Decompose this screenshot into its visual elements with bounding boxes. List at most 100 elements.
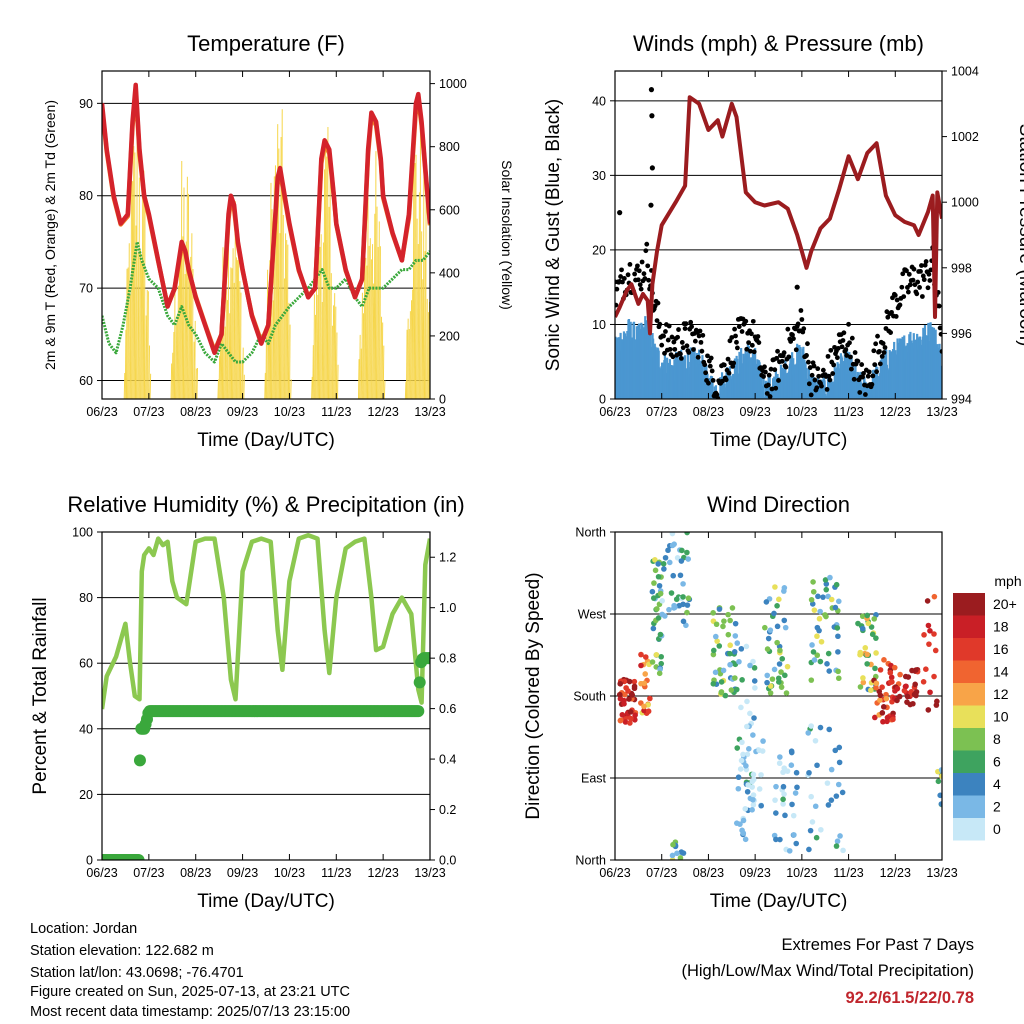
wind-gust-point (859, 362, 865, 367)
wind-direction-point (738, 646, 745, 652)
legend-label: 18 (993, 619, 1009, 635)
rh-chart (97, 531, 435, 861)
temp-y-axis-label: 2m & 9m T (Red, Orange) & 2m Td (Green) (42, 100, 58, 370)
solar-insolation-mark (171, 352, 174, 399)
wind-direction-point (782, 624, 789, 631)
wind-gust-point (750, 318, 756, 324)
wind-y-tick-label: 30 (592, 169, 606, 183)
solar-insolation-mark (335, 332, 338, 399)
wind-direction-point (750, 796, 756, 803)
wind-direction-point (776, 679, 782, 685)
wind-direction-point (666, 606, 672, 613)
solar-insolation-mark (218, 355, 221, 399)
solar-insolation-mark (235, 257, 237, 399)
wind-direction-point (738, 704, 744, 711)
solar-insolation-mark (416, 218, 418, 399)
wind-gust-point (776, 378, 781, 383)
legend-label: 4 (993, 776, 1001, 792)
wind-direction-point (927, 689, 933, 696)
wind-direction-point (684, 609, 690, 616)
wind-gust-point (731, 360, 737, 366)
legend-label: 12 (993, 686, 1009, 702)
wind-gust-point (805, 341, 810, 347)
solar-insolation-mark (364, 257, 367, 399)
wind-direction-point (779, 656, 786, 662)
wind-gust-point (922, 262, 928, 268)
legend-swatch (953, 728, 985, 751)
wind-direction-point (868, 624, 875, 630)
wind-direction-point (771, 610, 777, 617)
solar-insolation-mark (276, 124, 279, 399)
rh-x-tick-label: 06/23 (86, 866, 117, 880)
wind-direction-point (752, 685, 758, 691)
wind-gust-point (763, 369, 768, 375)
wind-direction-point (823, 613, 829, 620)
wind-direction-point (765, 635, 772, 642)
wind-direction-point (739, 677, 745, 683)
wind-direction-point (808, 723, 814, 729)
wind-direction-point (631, 685, 638, 692)
wind-gust-point (811, 363, 817, 369)
wind-direction-point (859, 613, 866, 620)
solar-insolation-mark (146, 290, 148, 399)
solar-insolation-mark (138, 177, 140, 399)
elevation-text: Station elevation: 122.682 m (30, 943, 214, 959)
rh-x-tick-label: 07/23 (133, 866, 164, 880)
legend-label: 2 (993, 799, 1001, 815)
wind-direction-point (710, 680, 717, 687)
temp-x-tick-label: 07/23 (133, 405, 164, 419)
solar-insolation-mark (127, 267, 129, 399)
wind-gust-point (830, 371, 836, 376)
wind-direction-point (782, 812, 788, 819)
solar-insolation-mark (369, 238, 371, 399)
wind-direction-point (746, 746, 752, 752)
wind-direction-point (750, 792, 757, 798)
legend-swatch (953, 818, 985, 841)
solar-insolation-mark (285, 240, 288, 399)
wind-gust-point (662, 350, 667, 356)
solar-insolation-mark (375, 206, 378, 399)
wind-gust-point (765, 382, 771, 388)
wind-gust-point (676, 327, 681, 332)
legend-swatch (953, 660, 985, 683)
solar-insolation-mark (413, 163, 416, 399)
solar-insolation-mark (147, 291, 149, 399)
wind-direction-point (877, 697, 883, 703)
temp-title: Temperature (F) (187, 31, 345, 56)
wind-gust-point (649, 165, 655, 171)
wind-direction-point (758, 802, 764, 809)
solar-insolation-mark (383, 380, 386, 399)
wind-direction-point (727, 650, 733, 657)
solar-insolation-mark (193, 341, 195, 399)
wind-x-tick-label: 12/23 (880, 405, 911, 419)
wind-gust-point (705, 353, 710, 359)
wind-direction-point (720, 667, 727, 674)
wind-direction-point (834, 838, 841, 845)
wind-gust-point (820, 367, 826, 373)
wind-gust-point (835, 345, 841, 351)
temp-y-tick-label: 70 (79, 282, 93, 296)
solar-insolation-mark (333, 293, 336, 399)
wind-gust-point (897, 302, 903, 308)
wind-direction-point (750, 771, 757, 778)
wind-gust-point (645, 263, 651, 269)
wind-direction-point (837, 833, 843, 839)
wind-direction-point (911, 691, 918, 698)
temp-y-right-tick-label: 400 (439, 266, 460, 280)
solar-insolation-mark (237, 237, 240, 399)
wind-direction-point (627, 709, 634, 715)
wind-direction-point (750, 658, 756, 665)
wind-gust-point (773, 385, 779, 391)
solar-insolation-mark (272, 300, 274, 399)
wind-direction-point (888, 674, 895, 681)
solar-insolation-mark (423, 251, 426, 399)
solar-insolation-mark (382, 345, 385, 399)
wind-y-tick-label: 20 (592, 243, 606, 257)
wind-gust-point (697, 328, 703, 334)
wind-direction-point (868, 687, 874, 694)
temp-chart (97, 70, 435, 400)
wind-direction-point (822, 577, 829, 583)
wind-direction-point (880, 718, 886, 725)
legend-swatch (953, 638, 985, 661)
wind-direction-point (776, 760, 783, 767)
